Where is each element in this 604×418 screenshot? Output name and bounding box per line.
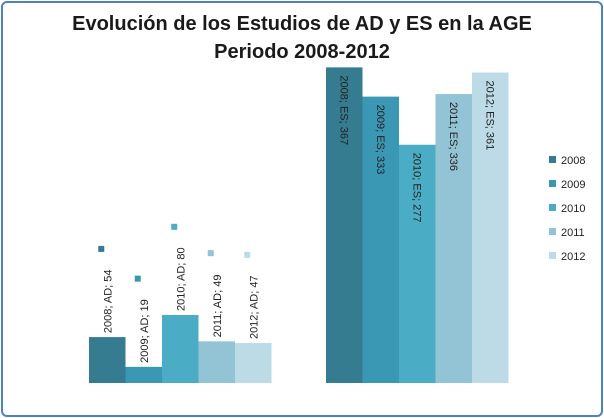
bar-2012-ad	[235, 343, 272, 383]
legend-label-2009: 2009	[561, 179, 585, 191]
bar-2008-es	[326, 67, 363, 383]
data-label-2011-es: 2011; ES; 336	[447, 102, 459, 171]
data-label-2012-ad: 2012; AD; 47	[248, 275, 260, 339]
data-label-2010-es: 2010; ES; 277	[410, 153, 422, 223]
bar-2012-es	[472, 72, 509, 383]
data-label-2010-ad: 2010; AD; 80	[175, 247, 187, 311]
bar-2010-es	[399, 144, 436, 383]
legend-label-2010: 2010	[561, 203, 585, 215]
legend-label-2008: 2008	[561, 155, 585, 167]
label-marker-2008	[98, 245, 105, 252]
bar-2009-es	[362, 96, 399, 384]
chart-title-line2: Periodo 2008-2012	[214, 41, 390, 63]
bar-2008-ad	[89, 337, 126, 383]
legend-swatch-2012	[549, 252, 556, 259]
label-marker-2012	[244, 251, 251, 258]
label-marker-2010	[171, 223, 178, 230]
legend-swatch-2009	[549, 180, 556, 187]
bar-2010-ad	[162, 315, 199, 383]
chart-title-line1: Evolución de los Estudios de AD y ES en …	[72, 13, 532, 35]
label-marker-2009	[134, 275, 141, 282]
legend-swatch-2010	[549, 204, 556, 211]
bar-2011-ad	[198, 341, 235, 383]
legend-swatch-2011	[549, 228, 556, 235]
data-label-2011-ad: 2011; AD; 49	[212, 275, 224, 338]
label-marker-2011	[207, 250, 214, 257]
chart-title: Evolución de los Estudios de AD y ES en …	[0, 10, 604, 66]
legend-swatch-2008	[549, 156, 556, 163]
data-label-2008-ad: 2008; AD; 54	[102, 269, 114, 333]
data-label-2009-es: 2009; ES; 333	[374, 105, 386, 175]
data-label-2009-ad: 2009; AD; 19	[139, 299, 151, 363]
legend-label-2012: 2012	[561, 251, 585, 263]
data-label-2008-es: 2008; ES; 367	[337, 75, 349, 145]
bar-2011-es	[435, 94, 472, 383]
data-label-2012-es: 2012; ES; 361	[483, 81, 495, 151]
bar-2009-ad	[125, 366, 162, 383]
legend-label-2011: 2011	[561, 227, 585, 239]
